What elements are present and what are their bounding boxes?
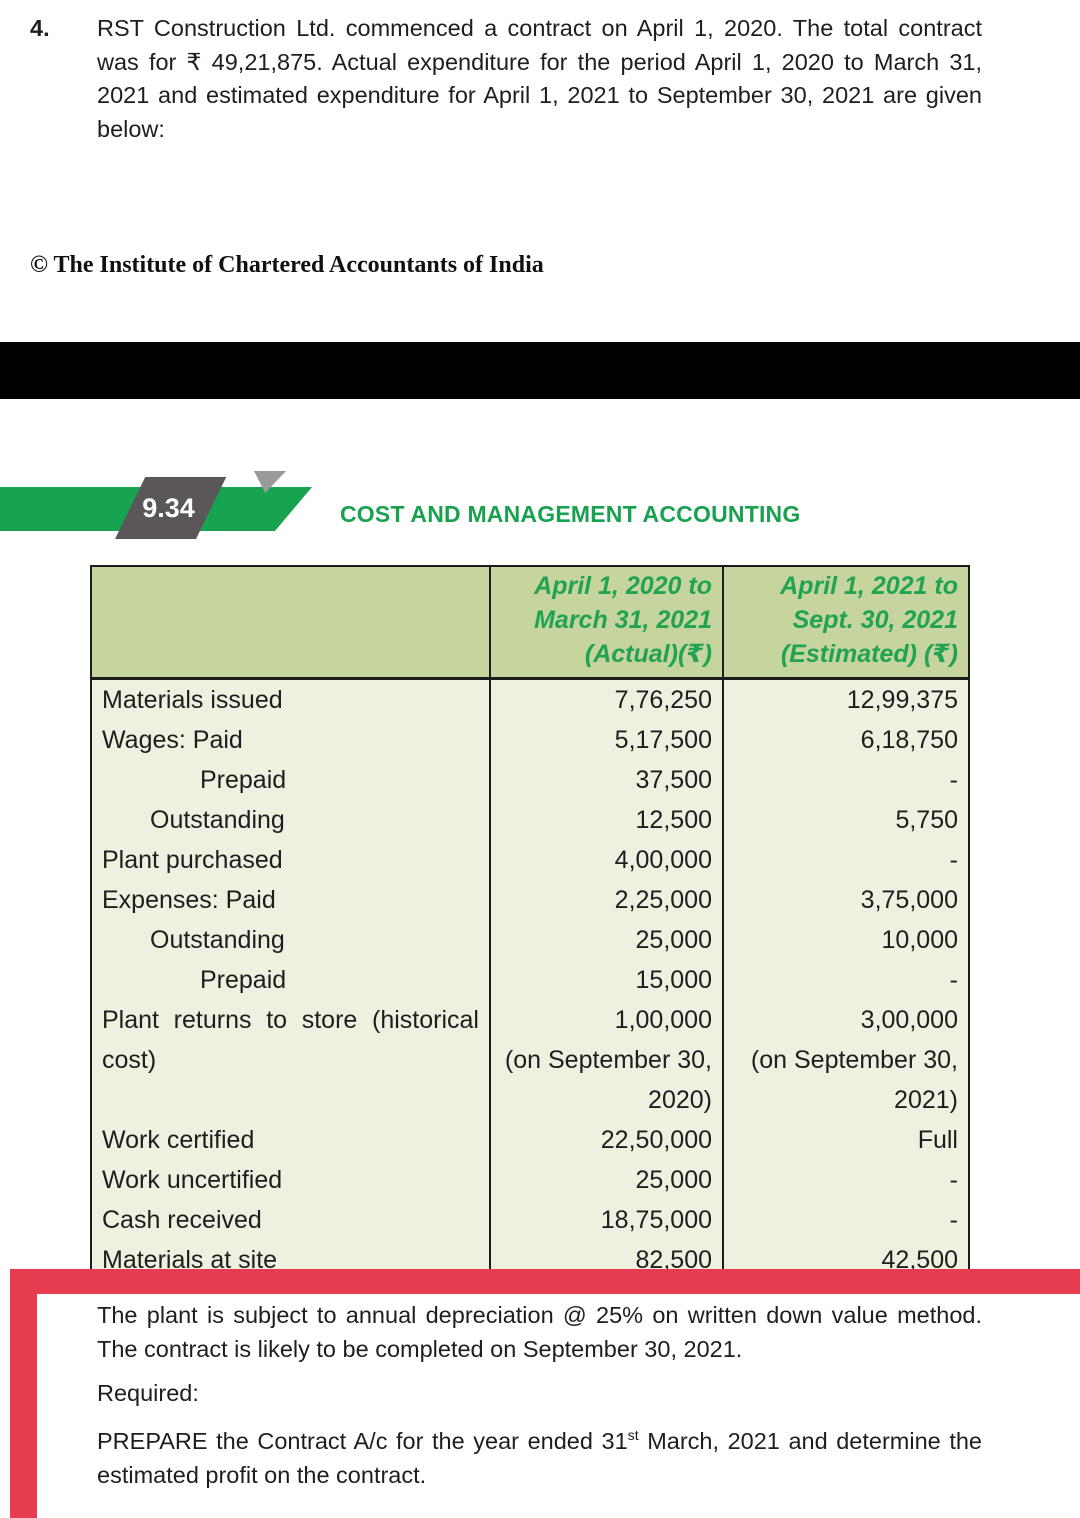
table-row: Outstanding 25,000 10,000 xyxy=(91,920,969,960)
note-body: The plant is subject to annual depreciat… xyxy=(97,1294,982,1492)
row-estimated-value: 3,75,000 xyxy=(722,880,969,920)
expenditure-table: April 1, 2020 to March 31, 2021 (Actual)… xyxy=(90,565,970,1282)
row-actual-value: 15,000 xyxy=(489,960,723,1000)
expenditure-table-body: Materials issued 7,76,250 12,99,375 Wage… xyxy=(91,678,969,1281)
table-row: Outstanding 12,500 5,750 xyxy=(91,800,969,840)
row-actual-value: 5,17,500 xyxy=(489,720,723,760)
table-row: Prepaid 37,500 - xyxy=(91,760,969,800)
row-actual-value: 2,25,000 xyxy=(489,880,723,920)
question-text: RST Construction Ltd. commenced a contra… xyxy=(97,15,982,142)
row-actual-value: 25,000 xyxy=(489,1160,723,1200)
table-row: Plant returns to store (historical cost)… xyxy=(91,1000,969,1120)
table-header-actual-period: April 1, 2020 to March 31, 2021 (Actual)… xyxy=(489,566,723,680)
row-estimated-value: - xyxy=(722,1160,969,1200)
row-estimated-value: 6,18,750 xyxy=(722,720,969,760)
row-label: Outstanding xyxy=(91,800,490,840)
requirement-text-end: March, 2021 and determine the estimated … xyxy=(97,1428,982,1488)
table-row: Materials issued 7,76,250 12,99,375 xyxy=(91,678,969,720)
row-estimated-value: - xyxy=(722,960,969,1000)
page-divider-bar xyxy=(0,342,1080,399)
row-label: Wages: Paid xyxy=(91,720,490,760)
table-header-blank xyxy=(91,566,490,680)
row-actual-value: 4,00,000 xyxy=(489,840,723,880)
page-number-badge: 9.34 xyxy=(115,477,196,539)
row-estimated-value: 3,00,000 (on September 30, 2021) xyxy=(722,1000,969,1120)
row-estimated-value: Full xyxy=(722,1120,969,1160)
row-estimated-value: - xyxy=(722,1200,969,1240)
note-frame xyxy=(10,1269,1080,1518)
header-line: (Actual)(₹) xyxy=(584,640,712,668)
table-row: Work certified 22,50,000 Full xyxy=(91,1120,969,1160)
question-number: 4. xyxy=(30,15,50,41)
header-line: (Estimated) (₹) xyxy=(780,640,958,668)
header-line: March 31, 2021 xyxy=(534,606,712,634)
header-line: April 1, 2020 to xyxy=(534,572,712,600)
row-label: Plant returns to store (historical cost) xyxy=(91,1000,490,1120)
chapter-title: COST AND MANAGEMENT ACCOUNTING xyxy=(340,501,801,527)
row-estimated-value: 5,750 xyxy=(722,800,969,840)
table-row: Expenses: Paid 2,25,000 3,75,000 xyxy=(91,880,969,920)
row-actual-value: 18,75,000 xyxy=(489,1200,723,1240)
row-estimated-value: 10,000 xyxy=(722,920,969,960)
row-label: Plant purchased xyxy=(91,840,490,880)
row-label: Cash received xyxy=(91,1200,490,1240)
row-actual-value: 25,000 xyxy=(489,920,723,960)
table-header-estimated-period: April 1, 2021 to Sept. 30, 2021 (Estimat… xyxy=(722,566,969,680)
row-label: Expenses: Paid xyxy=(91,880,490,920)
table-row: Plant purchased 4,00,000 - xyxy=(91,840,969,880)
row-estimated-value: - xyxy=(722,840,969,880)
requirement-text-start: PREPARE the Contract A/c for the year en… xyxy=(97,1428,628,1454)
table-row: Prepaid 15,000 - xyxy=(91,960,969,1000)
row-label: Work uncertified xyxy=(91,1160,490,1200)
row-label: Materials issued xyxy=(91,678,490,720)
row-actual-value: 22,50,000 xyxy=(489,1120,723,1160)
table-row: Wages: Paid 5,17,500 6,18,750 xyxy=(91,720,969,760)
row-estimated-value: 12,99,375 xyxy=(722,678,969,720)
row-actual-value: 37,500 xyxy=(489,760,723,800)
row-estimated-value: - xyxy=(722,760,969,800)
row-label: Prepaid xyxy=(91,960,490,1000)
ordinal-superscript: st xyxy=(627,1427,639,1444)
row-label: Work certified xyxy=(91,1120,490,1160)
table-header-row: April 1, 2020 to March 31, 2021 (Actual)… xyxy=(91,566,969,680)
page-number: 9.34 xyxy=(142,492,195,523)
depreciation-note: The plant is subject to annual depreciat… xyxy=(97,1302,982,1362)
row-actual-value: 1,00,000 (on September 30, 2020) xyxy=(489,1000,723,1120)
row-label: Outstanding xyxy=(91,920,490,960)
row-actual-value: 7,76,250 xyxy=(489,678,723,720)
table-row: Cash received 18,75,000 - xyxy=(91,1200,969,1240)
header-line: April 1, 2021 to xyxy=(780,572,958,600)
requirement-text: PREPARE the Contract A/c for the year en… xyxy=(97,1424,982,1492)
header-line: Sept. 30, 2021 xyxy=(792,606,958,634)
copyright-line: © The Institute of Chartered Accountants… xyxy=(30,252,544,278)
table-row: Work uncertified 25,000 - xyxy=(91,1160,969,1200)
row-actual-value: 12,500 xyxy=(489,800,723,840)
required-label: Required: xyxy=(97,1380,199,1406)
question-block: 4. RST Construction Ltd. commenced a con… xyxy=(30,12,982,146)
row-label: Prepaid xyxy=(91,760,490,800)
